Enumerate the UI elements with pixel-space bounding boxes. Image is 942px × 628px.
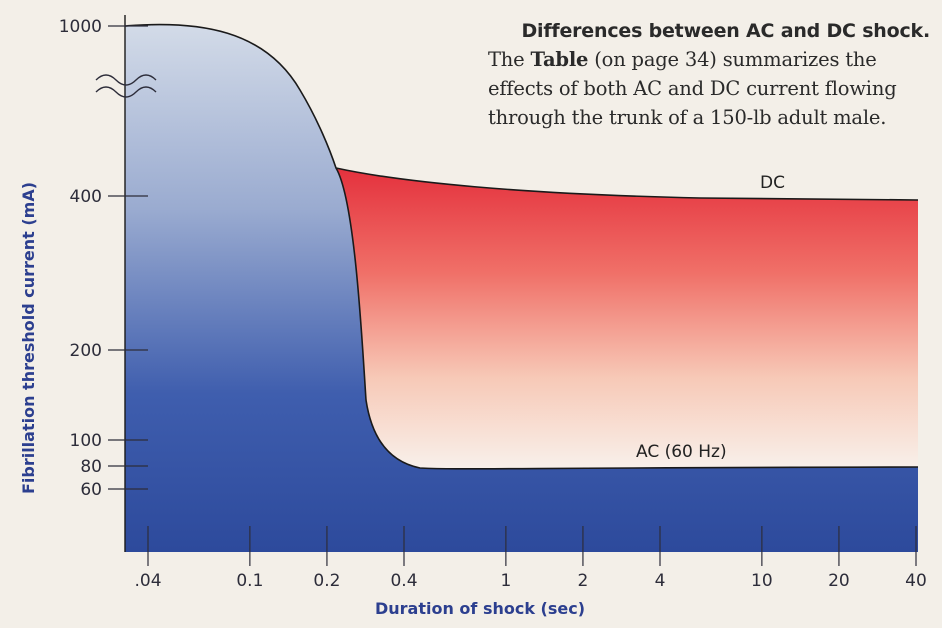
y-tick-label: 100 (70, 431, 102, 451)
x-tick-label: .04 (134, 571, 161, 591)
y-tick-label: 400 (70, 187, 102, 207)
x-axis-title: Duration of shock (sec) (375, 599, 585, 618)
x-tick-label: 20 (828, 571, 850, 591)
x-tick-label: 2 (578, 571, 589, 591)
ac-series-line (124, 23, 919, 470)
x-tick-label: 1 (500, 571, 511, 591)
ac-area (125, 24, 918, 553)
caption-line: The Table (on page 34) summarizes the (488, 45, 936, 74)
dc-area (336, 168, 918, 468)
caption: Differences between AC and DC shock. The… (486, 20, 936, 132)
y-axis-break (95, 74, 157, 98)
x-tick-label: 0.2 (313, 571, 340, 591)
y-tick-label: 1000 (59, 17, 102, 37)
x-tick-label: 0.1 (236, 571, 263, 591)
x-axis: .04 0.1 0.2 0.4 1 2 4 10 20 40 (134, 526, 927, 591)
caption-text: (on page 34) summarizes the (588, 48, 877, 71)
series-label-dc: DC (760, 173, 785, 193)
x-tick-label: 10 (751, 571, 773, 591)
y-axis: 1000 400 200 100 80 60 (59, 17, 148, 500)
caption-line: effects of both AC and DC current flowin… (488, 74, 936, 103)
caption-text: effects of both AC and DC current flowin… (488, 77, 897, 100)
caption-bold: Table (530, 48, 589, 71)
caption-text: through the trunk of a 150-lb adult male… (488, 106, 887, 129)
x-tick-label: 40 (905, 571, 927, 591)
x-tick-label: 4 (655, 571, 666, 591)
y-axis-title: Fibrillation threshold current (mA) (19, 182, 38, 494)
y-tick-label: 60 (80, 480, 102, 500)
caption-line: through the trunk of a 150-lb adult male… (488, 103, 936, 132)
caption-title: Differences between AC and DC shock. (521, 20, 930, 42)
caption-text: The (488, 48, 531, 71)
series-label-ac: AC (60 Hz) (636, 442, 727, 462)
caption-body: The Table (on page 34) summarizes the ef… (488, 45, 936, 132)
x-tick-label: 0.4 (390, 571, 417, 591)
dc-series-line (335, 167, 919, 201)
y-tick-label: 80 (80, 457, 102, 477)
y-tick-label: 200 (70, 341, 102, 361)
